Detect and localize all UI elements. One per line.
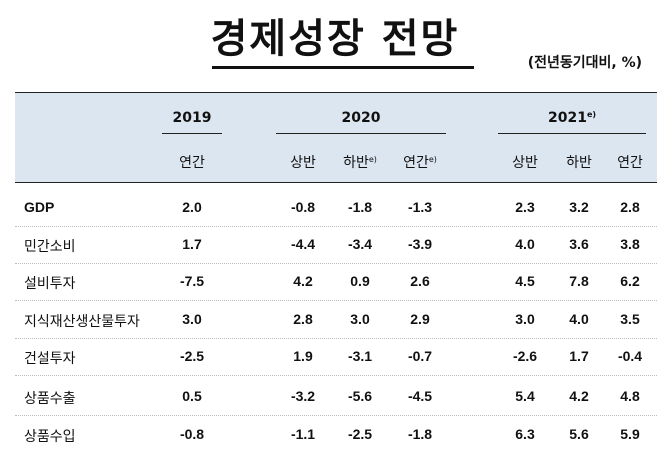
row-value: 2.0 [182,199,202,215]
row-value: 0.5 [182,388,202,404]
row-value: 4.0 [515,236,535,252]
row-value: -1.3 [407,199,433,215]
table-top-rule [15,92,657,93]
sub-2020-h2: 하반e) [330,152,390,172]
row-label: 건설투자 [24,351,76,367]
year-2021-note: e) [586,110,597,119]
row-value: 3.8 [620,236,640,252]
table-row: GDP 2.0 -0.8 -1.8 -1.3 2.3 3.2 2.8 [0,194,670,224]
sub-2020-year: 연간e) [390,152,450,172]
row-value: -7.5 [179,273,205,289]
row-value: -2.5 [347,426,373,442]
row-value: 5.4 [515,388,535,404]
row-value: 6.2 [620,273,640,289]
row-value: 5.9 [620,426,640,442]
row-label: 상품수출 [24,391,76,407]
sub-2021-year: 연간 [617,155,643,171]
row-value: 2.9 [410,311,430,327]
row-value: 4.8 [620,388,640,404]
table-row: 지식재산생산물투자 3.0 2.8 3.0 2.9 3.0 4.0 3.5 [0,306,670,336]
row-value: 1.9 [293,348,313,364]
sub-2021-h1: 상반 [512,155,538,171]
sub-2020-year-label: 연간 [403,155,429,171]
row-value: 0.9 [350,273,370,289]
year-2021-rule [498,133,646,134]
row-value: -0.8 [290,199,316,215]
table-row: 건설투자 -2.5 1.9 -3.1 -0.7 -2.6 1.7 -0.4 [0,343,670,373]
sub-2019-year: 연간 [179,155,205,171]
row-value: -1.8 [347,199,373,215]
row-value: 3.0 [350,311,370,327]
row-value: 4.2 [293,273,313,289]
row-value: 2.3 [515,199,535,215]
row-value: -1.8 [407,426,433,442]
row-value: 3.0 [182,311,202,327]
unit-note: (전년동기대비, %) [527,55,642,71]
row-value: 3.2 [569,199,589,215]
row-label: 민간소비 [24,239,76,255]
row-value: 4.5 [515,273,535,289]
row-value: -2.6 [512,348,538,364]
sub-2021-h2: 하반 [566,155,592,171]
table-row: 상품수입 -0.8 -1.1 -2.5 -1.8 6.3 5.6 5.9 [0,421,670,451]
row-value: -3.4 [347,236,373,252]
row-value: 7.8 [569,273,589,289]
row-divider [15,226,657,227]
row-value: 3.6 [569,236,589,252]
row-value: 4.0 [569,311,589,327]
row-value: -3.9 [407,236,433,252]
sub-2020-h1: 상반 [290,155,316,171]
sub-2020-h2-note: e) [368,155,377,164]
row-value: -4.4 [290,236,316,252]
row-value: -1.1 [290,426,316,442]
row-value: -0.8 [179,426,205,442]
row-label: 지식재산생산물투자 [24,314,140,330]
year-2021: 2021e) [498,110,646,126]
year-2020: 2020 [341,110,381,126]
page-title: 경제성장 전망 [210,16,460,62]
title-underline [212,66,474,69]
table-row: 민간소비 1.7 -4.4 -3.4 -3.9 4.0 3.6 3.8 [0,231,670,261]
row-value: -3.2 [290,388,316,404]
row-value: 5.6 [569,426,589,442]
row-value: -0.7 [407,348,433,364]
row-value: -5.6 [347,388,373,404]
table-row: 상품수출 0.5 -3.2 -5.6 -4.5 5.4 4.2 4.8 [0,383,670,413]
header-bottom-rule [15,182,657,183]
row-divider [15,263,657,264]
row-value: -2.5 [179,348,205,364]
row-label: GDP [24,199,55,215]
row-divider [15,415,657,416]
row-divider [15,338,657,339]
row-divider [15,375,657,376]
row-label: 설비투자 [24,276,76,292]
row-value: 2.8 [620,199,640,215]
row-value: 3.0 [515,311,535,327]
row-value: -0.4 [617,348,643,364]
row-value: 3.5 [620,311,640,327]
year-2019: 2019 [172,110,212,126]
year-2020-rule [276,133,446,134]
row-value: -4.5 [407,388,433,404]
row-value: 2.8 [293,311,313,327]
year-2021-label: 2021 [547,110,587,126]
table-row: 설비투자 -7.5 4.2 0.9 2.6 4.5 7.8 6.2 [0,268,670,298]
row-value: 2.6 [410,273,430,289]
row-value: 4.2 [569,388,589,404]
row-value: 1.7 [569,348,589,364]
row-value: -3.1 [347,348,373,364]
row-divider [15,300,657,301]
year-2019-rule [162,133,222,134]
table-header [15,92,657,182]
row-value: 6.3 [515,426,535,442]
sub-2020-year-note: e) [428,155,437,164]
row-label: 상품수입 [24,429,76,445]
sub-2020-h2-label: 하반 [343,155,369,171]
row-value: 1.7 [182,236,202,252]
